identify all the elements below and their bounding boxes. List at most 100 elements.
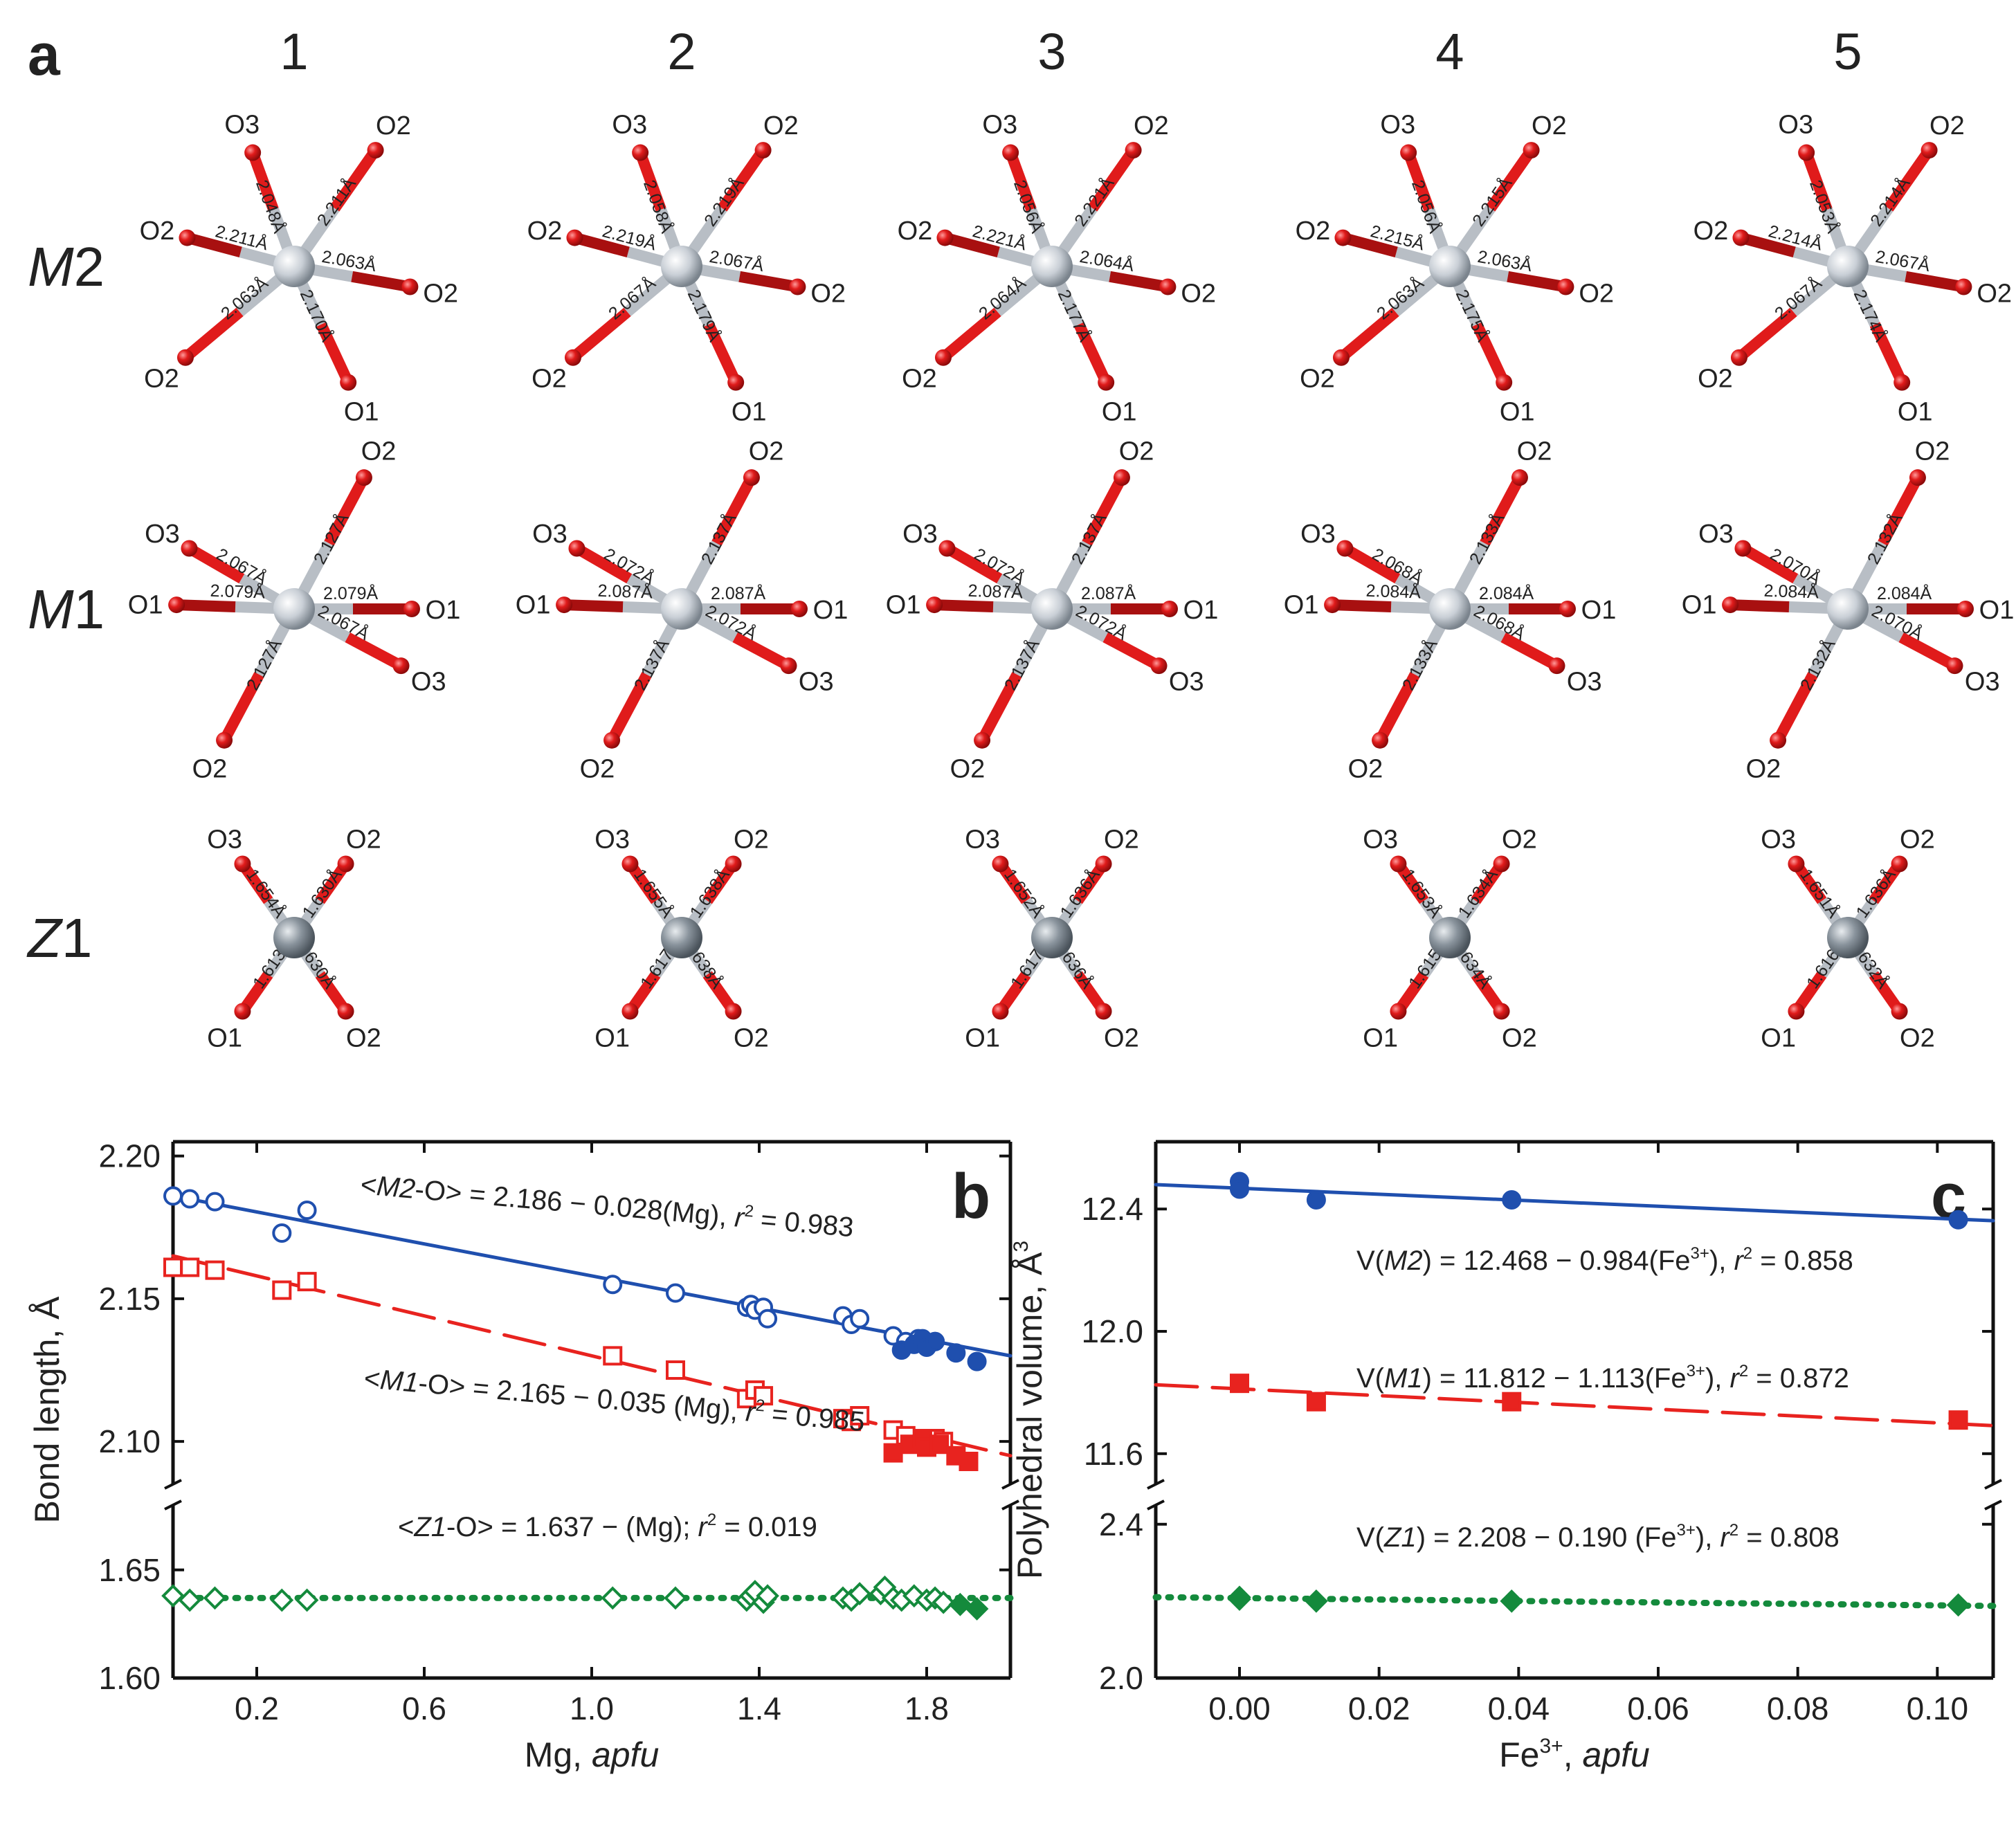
data-point [848,1582,872,1605]
atom-label: O2 [527,217,563,246]
bond-oxygen-half [718,147,768,212]
oxygen-atom [1559,601,1576,617]
atom-label: O1 [1761,1023,1796,1052]
data-point [965,1597,989,1621]
bond-oxygen-half [330,147,381,212]
silicon-atom [1031,917,1073,958]
atom-label: O2 [734,826,769,855]
y-tick-label: 2.10 [98,1423,161,1459]
polyhedron: 2.056ÅO32.215ÅO22.215ÅO22.063ÅO22.063ÅO2… [1296,110,1614,426]
oxygen-atom [1523,142,1540,159]
bond-oxygen-half [351,271,411,293]
data-point [1306,1392,1326,1412]
bond-oxygen-half [1773,672,1818,743]
bond-length-label: 1.636Å [1851,864,1900,921]
bond-oxygen-half [635,150,666,212]
bond-length-label: 2.211Å [312,174,360,230]
data-point [1305,1589,1328,1613]
bond-oxygen-half [1500,632,1560,671]
atom-label: O3 [1363,826,1398,855]
bond-length-label: 1.653Å [1398,865,1446,922]
atom-label: O2 [1746,755,1781,784]
bond-length-label: 1.634Å [1453,864,1502,921]
atom-label: O2 [950,755,986,784]
silicon-atom [1429,917,1471,958]
atom-label: O1 [1284,590,1319,619]
oxygen-atom [1548,657,1565,675]
oxygen-atom [1955,278,1972,295]
oxygen-atom [556,596,573,614]
atom-label: O2 [734,1023,769,1052]
oxygen-atom [401,278,419,295]
bond-oxygen-half [1471,322,1509,385]
fit-equation: <Z1-O> = 1.637 − (Mg); r2 = 0.019 [398,1511,817,1542]
y-tick-label: 2.0 [1099,1660,1143,1696]
atom-label: O1 [1183,596,1219,625]
oxygen-atom [791,601,808,617]
oxygen-atom [1390,855,1407,873]
oxygen-atom [1324,596,1341,614]
oxygen-atom [621,855,639,873]
oxygen-atom [938,540,956,557]
oxygen-atom [355,469,372,486]
oxygen-atom [1920,142,1938,159]
atom-label: O3 [1698,520,1734,549]
bond-oxygen-half [316,322,354,385]
x-tick-label: 1.4 [737,1690,781,1726]
silicon-atom [1827,917,1869,958]
oxygen-atom [1909,469,1926,486]
atom-label: O3 [799,667,834,696]
fit-line [1154,1183,1995,1223]
polyhedron: 2.058ÅO32.219ÅO22.219ÅO22.067ÅO22.067ÅO2… [527,110,846,426]
data-point [1502,1189,1522,1210]
molecule-grid: 2.048ÅO32.211ÅO22.211ÅO22.063ÅO22.063ÅO2… [128,110,2015,1052]
bond-oxygen-half [1341,232,1398,258]
x-tick-label: 0.08 [1767,1690,1829,1726]
atom-label: O2 [898,217,933,246]
data-point [1306,1189,1326,1210]
bond-oxygen-half [1088,147,1138,212]
data-point [163,1257,183,1277]
oxygen-atom [1390,1003,1407,1020]
oxygen-atom [621,1003,639,1020]
oxygen-atom [725,855,742,873]
atom-label: O3 [1965,667,2000,696]
oxygen-atom [1496,374,1513,391]
bond-oxygen-half [1005,150,1037,212]
bond-oxygen-half [1109,271,1169,293]
oxygen-atom [234,855,251,873]
bond-length-label: 2.127Å [309,509,353,567]
oxygen-atom [1788,855,1805,873]
data-point [1948,1410,1968,1430]
oxygen-atom [337,1003,354,1020]
bond-oxygen-half [1729,599,1790,613]
data-point [883,1443,903,1463]
x-axis-label: Fe3+, apfu [1499,1735,1650,1774]
oxygen-atom [1098,374,1115,391]
bond-oxygen-half [219,672,264,743]
bond-oxygen-half [1869,322,1907,385]
atom-label: O3 [982,110,1017,139]
bond-length-label: 2.214Å [1866,173,1914,230]
data-point [205,1192,225,1212]
fit-equation: V(M2) = 12.468 − 0.984(Fe3+), r2 = 0.858 [1356,1244,1853,1276]
bond-length-label: 2.048Å [252,177,290,236]
atom-label: O1 [344,397,379,426]
bond-oxygen-half [186,543,245,584]
oxygen-atom [1730,349,1747,366]
bond-oxygen-half [1884,147,1934,212]
oxygen-atom [725,1003,742,1020]
oxygen-atom [1734,540,1752,557]
bond-oxygen-half [574,543,633,584]
data-point [756,1584,779,1608]
y-tick-label: 1.65 [98,1552,161,1588]
data-point [1502,1392,1522,1412]
atom-label: O2 [140,217,175,246]
panel-c-chart: c 0.00 0.02 0.04 0.06 0.08 0.1011.612.012.42.… [1010,1140,2002,1774]
metal-atom [1429,246,1471,287]
